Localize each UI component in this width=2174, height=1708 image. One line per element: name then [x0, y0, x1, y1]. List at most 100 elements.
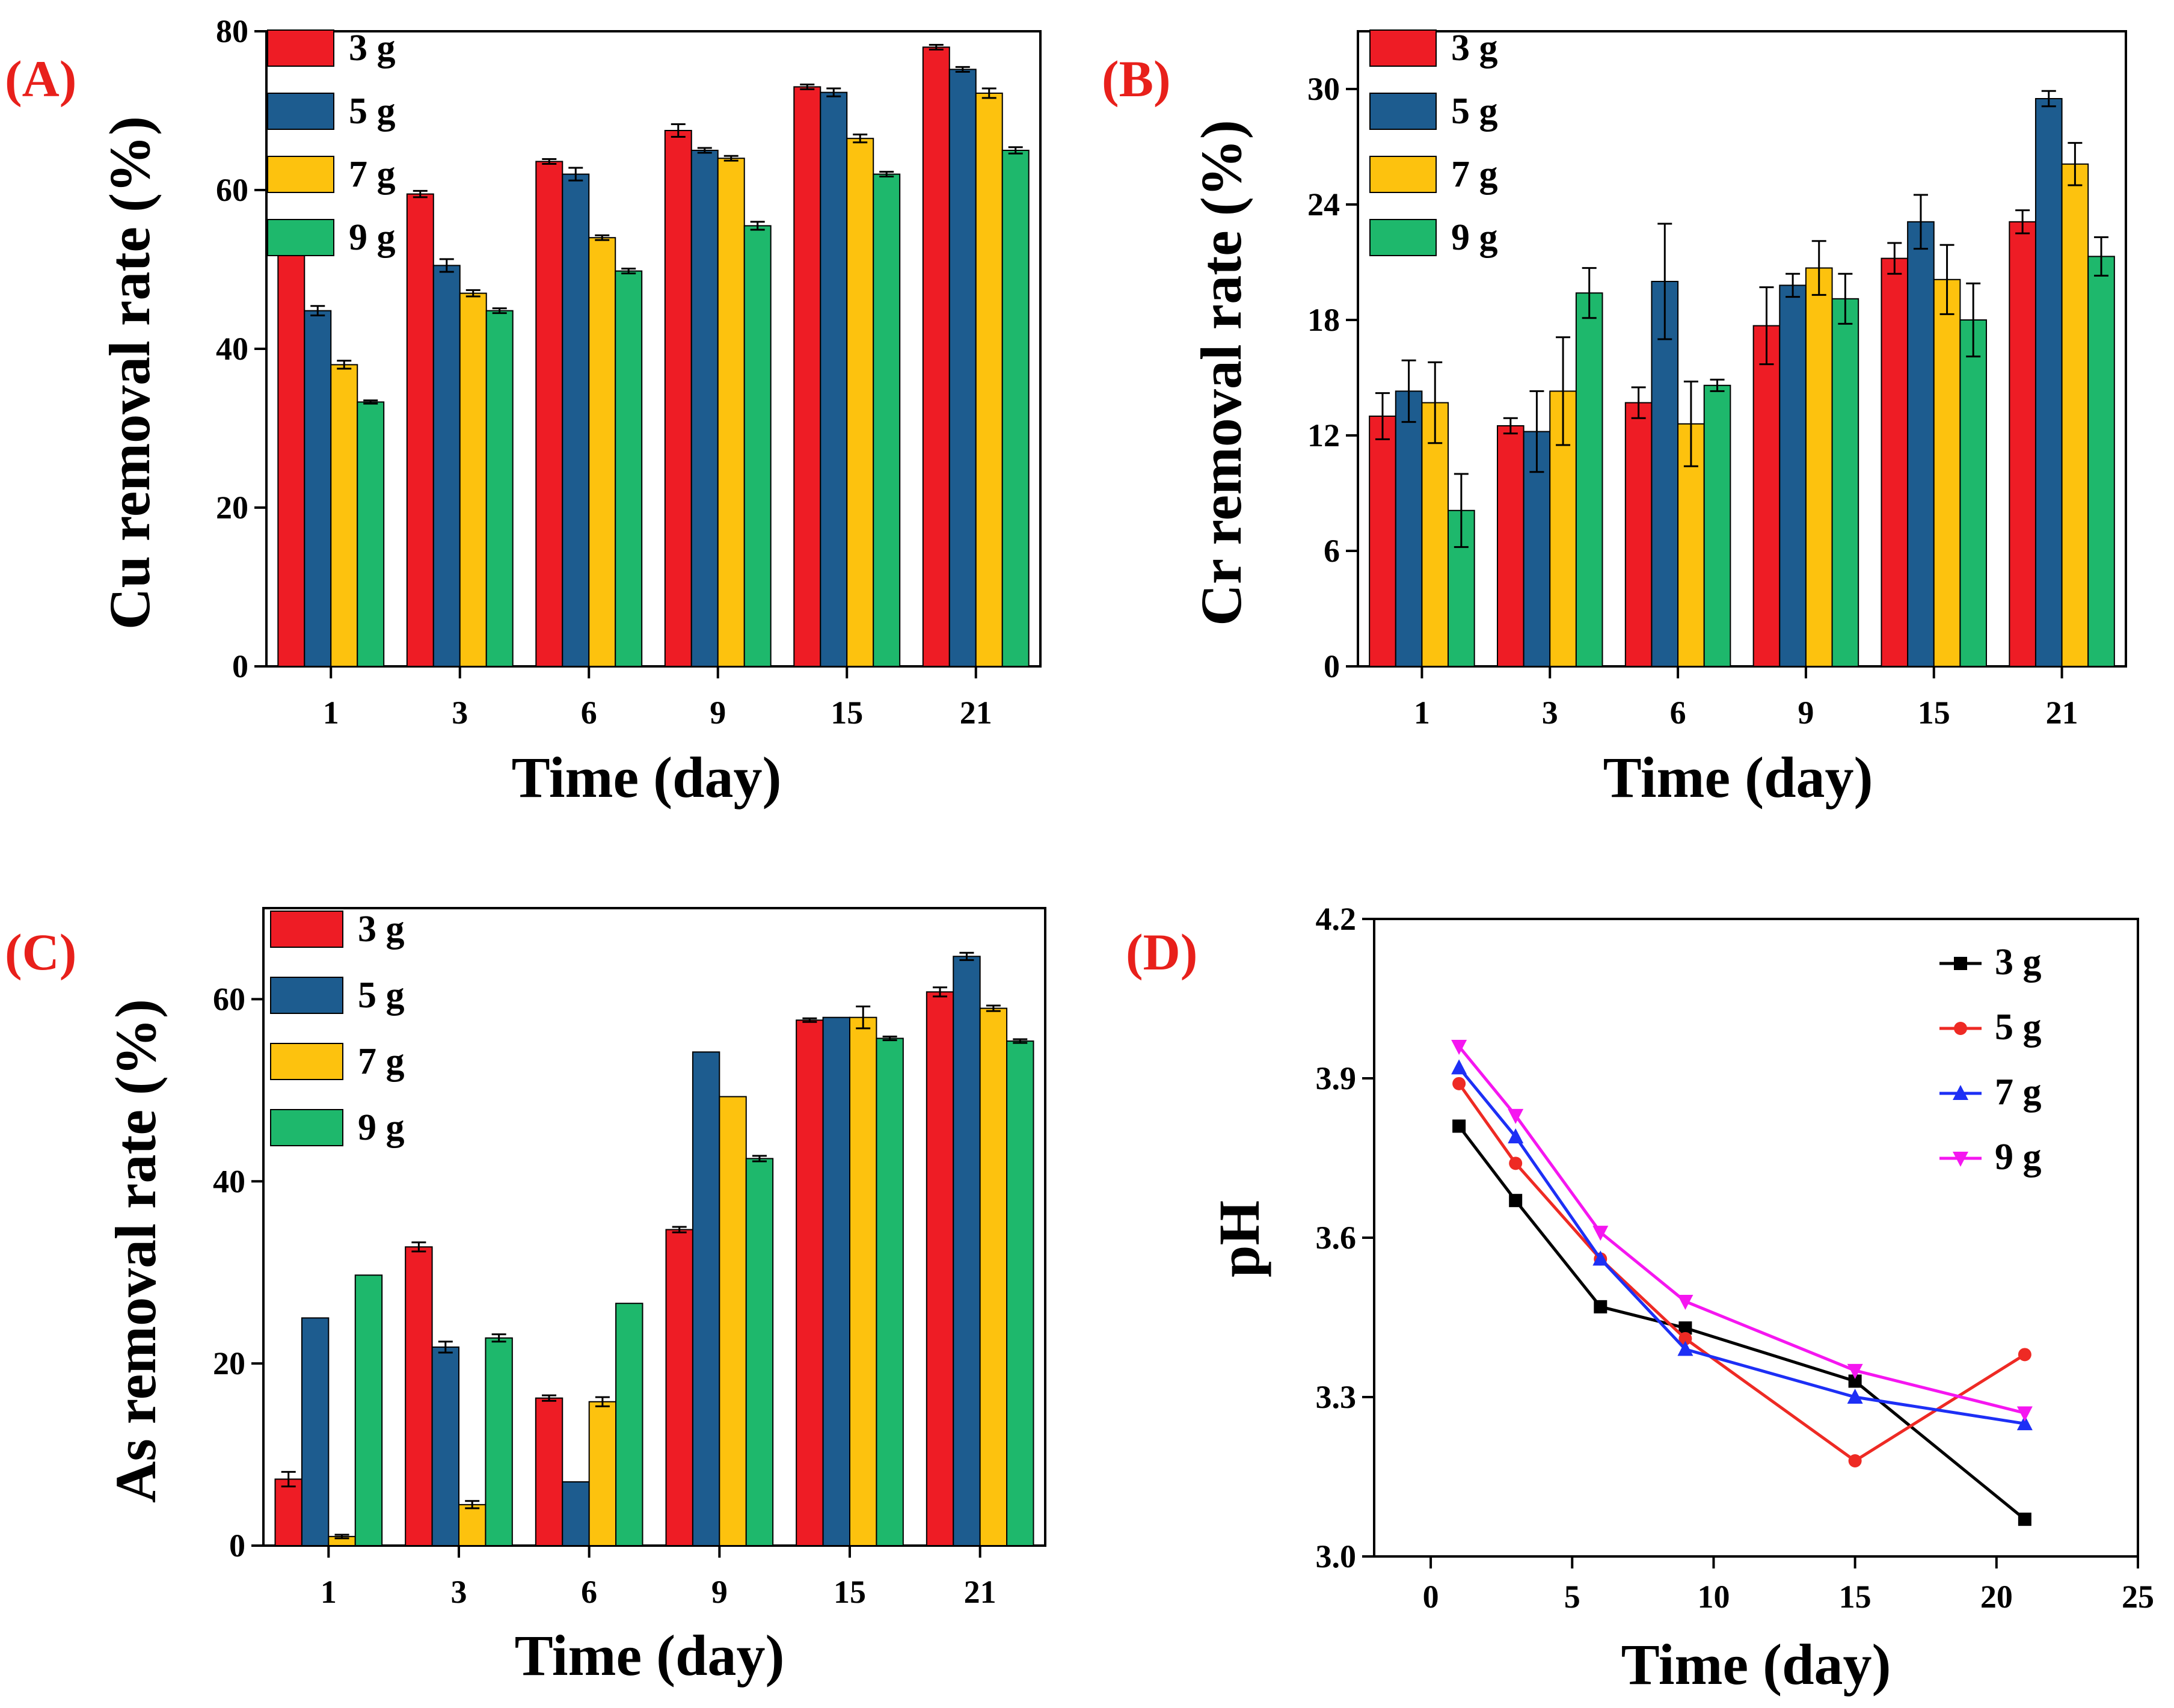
panel-b-bar-3g-day-15 [1881, 257, 1909, 668]
panel-b-error-bar-5g-day-15 [1913, 194, 1928, 250]
panel-c-y-tick-label: 0 [229, 1528, 245, 1564]
legend-swatch [1369, 156, 1437, 193]
panel-d-point-7g-day-21 [2016, 1415, 2033, 1431]
panel-c-bar-7g-day-21 [979, 1007, 1008, 1546]
panel-a-error-bar-3g-day-21 [929, 43, 944, 51]
panel-c-bar-9g-day-3 [485, 1337, 513, 1547]
legend-label: 5 g [349, 91, 396, 132]
panel-d-point-3g-day-9 [1678, 1321, 1692, 1335]
legend-label: 5 g [358, 975, 405, 1016]
panel-a-error-bar-7g-day-1 [337, 360, 352, 370]
panel-b-error-bar-9g-day-9 [1838, 272, 1853, 325]
panel-b-label: (B) [1102, 50, 1171, 108]
panel-b-legend-item-3g: 3 g [1369, 28, 1498, 69]
panel-b-error-bar-5g-day-1 [1401, 359, 1416, 423]
panel-a-legend-item-7g: 7 g [267, 154, 396, 195]
panel-c-error-bar-7g-day-21 [986, 1004, 1001, 1012]
panel-d-label: (D) [1126, 923, 1197, 981]
panel-b-axes-frame [1357, 30, 2127, 668]
panel-d-plot-area: 3.0 3.3 3.6 3.9 4.2 0 5 10 15 20 25 3 g 5 g 7 g 9 g [1316, 901, 2155, 1615]
panel-b-bar-3g-day-6 [1624, 402, 1653, 667]
panel-c-bar-7g-day-15 [849, 1016, 877, 1546]
panel-b-x-tick-label: 21 [2046, 695, 2078, 731]
panel-b-y-tick-label: 24 [1307, 186, 1340, 223]
panel-a-error-bar-3g-day-15 [800, 83, 815, 90]
panel-b-bar-3g-day-21 [2009, 221, 2036, 667]
panel-d-series-line-5g [1458, 1083, 2026, 1463]
legend-label: 9 g [1451, 217, 1498, 258]
panel-a-bar-5g-day-21 [948, 69, 977, 668]
panel-a-legend-item-3g: 3 g [267, 28, 396, 69]
panel-c-error-bar-3g-day-21 [933, 986, 948, 998]
panel-a-plot-area: 0 20 40 60 80 1 3 6 9 15 21 3 g 5 g 7 g 9 g [216, 13, 1042, 731]
panel-d-x-tick-label: 0 [1423, 1579, 1439, 1615]
panel-a-label: (A) [5, 50, 76, 108]
panel-b-bar-9g-day-9 [1831, 298, 1859, 667]
panel-c-bar-9g-day-21 [1006, 1040, 1034, 1546]
panel-c-error-bar-7g-day-3 [465, 1500, 480, 1510]
panel-a-y-tick-label: 60 [216, 172, 248, 208]
panel-c-x-axis-label: Time (day) [515, 1623, 785, 1688]
panel-a-cu-removal-chart: (A) Cu removal rate (%) Time (day) 0 20 40… [5, 13, 1042, 809]
panel-a-bar-9g-day-9 [743, 225, 772, 667]
panel-d-point-9g-day-1 [1451, 1040, 1467, 1055]
panel-d-point-7g-day-3 [1508, 1128, 1524, 1144]
panel-b-error-bar-9g-day-3 [1582, 267, 1597, 319]
panel-b-bar-5g-day-1 [1395, 390, 1423, 668]
legend-swatch [267, 156, 334, 193]
panel-a-bar-9g-day-21 [1001, 150, 1030, 667]
panel-a-legend-item-5g: 5 g [267, 91, 396, 132]
panel-b-bar-7g-day-9 [1805, 267, 1833, 668]
panel-a-x-tick-label: 15 [831, 695, 863, 731]
panel-b-error-bar-3g-day-9 [1759, 286, 1774, 366]
panel-a-error-bar-7g-day-15 [853, 134, 868, 144]
legend-label: 5 g [1451, 91, 1498, 132]
panel-b-error-bar-3g-day-1 [1375, 392, 1390, 440]
panel-a-bar-7g-day-15 [846, 138, 874, 667]
panel-b-bar-7g-day-21 [2061, 163, 2089, 667]
panel-d-point-9g-day-3 [1508, 1108, 1524, 1124]
panel-b-bar-5g-day-15 [1907, 221, 1935, 667]
panel-b-error-bar-7g-day-3 [1556, 336, 1571, 446]
panel-b-x-tick-label: 6 [1670, 695, 1686, 731]
panel-d-point-3g-day-1 [1452, 1119, 1466, 1133]
panel-c-legend-item-9g: 9 g [270, 1107, 405, 1148]
panel-b-legend-item-7g: 7 g [1369, 154, 1498, 195]
panel-b-bar-5g-day-21 [2034, 98, 2063, 667]
panel-c-bar-3g-day-3 [405, 1246, 433, 1546]
panel-c-x-tick-label: 9 [711, 1574, 728, 1610]
panel-c-y-tick-label: 40 [213, 1163, 245, 1199]
panel-c-bar-7g-day-3 [458, 1504, 487, 1547]
panel-c-bar-9g-day-15 [876, 1037, 904, 1546]
panel-d-point-7g-day-6 [1592, 1250, 1609, 1266]
panel-c-x-tick-label: 15 [834, 1574, 866, 1610]
panel-d-point-5g-day-1 [1452, 1077, 1466, 1090]
panel-a-bar-7g-day-3 [459, 292, 487, 668]
panel-c-bar-5g-day-6 [562, 1481, 590, 1546]
panel-d-y-axis-label: pH [1207, 1200, 1271, 1277]
panel-c-error-bar-3g-day-1 [281, 1470, 296, 1488]
panel-b-error-bar-7g-day-6 [1683, 380, 1698, 467]
panel-c-y-axis-label: As removal rate (%) [103, 999, 168, 1503]
legend-label: 5 g [1995, 1007, 2042, 1048]
panel-c-error-bar-7g-day-15 [856, 1006, 871, 1030]
legend-swatch [270, 911, 343, 948]
panel-b-bar-5g-day-9 [1779, 284, 1807, 667]
panel-d-x-axis-label: Time (day) [1621, 1632, 1891, 1697]
panel-d-point-3g-day-3 [1509, 1194, 1523, 1208]
legend-marker [1953, 1085, 1968, 1100]
panel-c-as-removal-chart: (C) As removal rate (%) Time (day) 0 20 40… [5, 907, 1046, 1688]
panel-d-legend-item-3g: 3 g [1939, 942, 2042, 983]
panel-b-error-bar-7g-day-9 [1811, 240, 1826, 296]
panel-c-error-bar-3g-day-15 [802, 1017, 817, 1023]
panel-c-legend-item-3g: 3 g [270, 909, 405, 950]
panel-b-y-tick-label: 18 [1307, 302, 1340, 338]
panel-a-x-axis-label: Time (day) [512, 745, 782, 809]
panel-d-point-3g-day-15 [1848, 1374, 1862, 1388]
legend-label: 7 g [349, 154, 396, 195]
panel-d-point-3g-day-21 [2018, 1513, 2031, 1526]
panel-b-x-tick-label: 9 [1798, 695, 1814, 731]
panel-d-x-tick-label: 5 [1564, 1579, 1580, 1615]
panel-c-bar-5g-day-9 [692, 1051, 720, 1547]
panel-a-bar-7g-day-1 [330, 364, 358, 668]
